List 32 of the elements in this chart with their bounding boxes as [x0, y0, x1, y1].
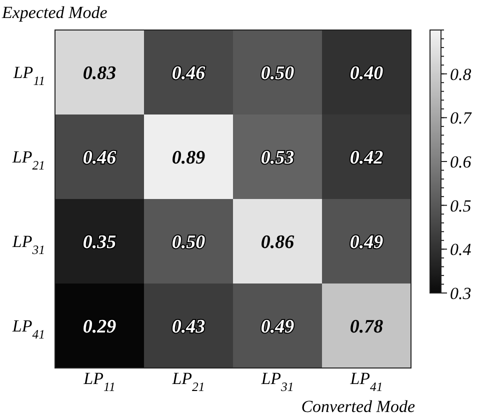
color-bar-label: 0.6 — [450, 152, 472, 172]
x-tick-label: LP$_{21}$ — [171, 369, 205, 394]
y-axis-title: Expected Mode — [1, 3, 108, 22]
y-tick-label: LP$_{41}$ — [11, 316, 45, 342]
y-tick-label: LP$_{31}$ — [11, 232, 45, 258]
x-axis-title: Converted Mode — [301, 397, 416, 415]
color-bar-label: 0.3 — [450, 284, 472, 303]
x-tick-label: LP$_{31}$ — [260, 369, 294, 394]
data-label: 0.86 — [260, 232, 295, 253]
data-label: 0.89 — [172, 147, 206, 168]
data-label: 0.50 — [260, 62, 295, 84]
data-label: 0.35 — [82, 232, 117, 253]
data-label: 0.46 — [172, 62, 206, 84]
color-bar-label: 0.5 — [450, 196, 472, 216]
data-label: 0.29 — [82, 316, 117, 338]
data-label: 0.53 — [260, 147, 294, 168]
color-bar-label: 0.7 — [450, 108, 473, 128]
y-tick-label: LP$_{11}$ — [12, 63, 45, 88]
data-label: 0.49 — [260, 316, 295, 338]
data-label: 0.46 — [82, 147, 117, 168]
data-label: 0.49 — [350, 232, 384, 253]
color-bar-label: 0.4 — [450, 240, 472, 260]
data-label: 0.83 — [82, 62, 116, 84]
x-tick-label: LP$_{11}$ — [82, 369, 116, 394]
x-tick-label: LP$_{41}$ — [349, 369, 383, 394]
data-label: 0.42 — [350, 147, 384, 168]
data-label: 0.78 — [350, 316, 384, 338]
data-label: 0.50 — [172, 232, 206, 253]
color-bar-label: 0.8 — [450, 64, 472, 84]
data-label: 0.40 — [350, 62, 384, 84]
y-tick-label: LP$_{21}$ — [11, 148, 45, 173]
data-label: 0.43 — [172, 316, 206, 338]
